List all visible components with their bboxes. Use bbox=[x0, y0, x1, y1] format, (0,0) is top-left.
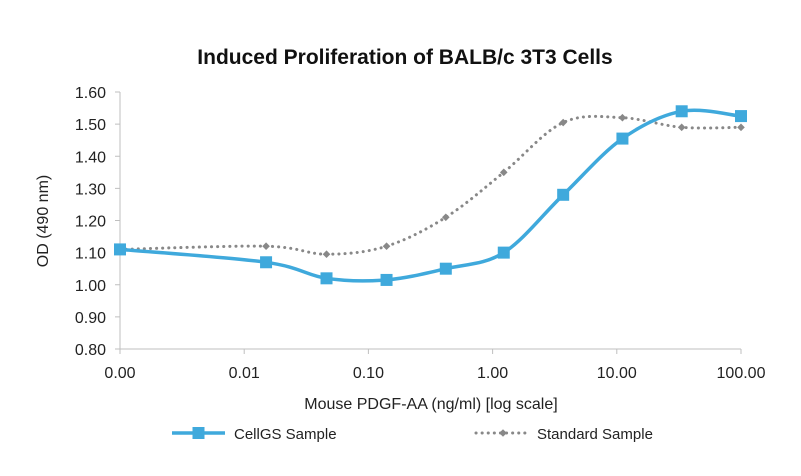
data-point bbox=[499, 168, 508, 177]
x-tick-label: 0.01 bbox=[229, 365, 260, 382]
x-tick-label: 0.10 bbox=[353, 365, 384, 382]
y-axis: 0.80 0.90 1.00 1.10 1.20 1.30 1.40 1.50 1.60 bbox=[75, 85, 121, 359]
data-point bbox=[320, 272, 333, 285]
y-axis-label: OD (490 nm) bbox=[35, 175, 52, 267]
series-standard-sample bbox=[116, 113, 745, 259]
legend-label: CellGS Sample bbox=[234, 426, 337, 443]
legend-item: Standard Sample bbox=[474, 426, 653, 443]
series-line bbox=[119, 108, 742, 283]
y-tick-label: 1.40 bbox=[75, 149, 106, 166]
y-tick-label: 1.20 bbox=[75, 214, 106, 231]
y-tick-label: 0.90 bbox=[75, 310, 106, 327]
data-point bbox=[737, 123, 745, 132]
data-point bbox=[497, 246, 510, 259]
y-tick-label: 1.60 bbox=[75, 85, 106, 102]
legend: CellGS Sample Standard Sample bbox=[172, 426, 653, 443]
legend-label: Standard Sample bbox=[537, 426, 653, 443]
chart-title: Induced Proliferation of BALB/c 3T3 Cell… bbox=[197, 46, 612, 69]
data-point bbox=[675, 105, 688, 118]
data-point bbox=[442, 213, 450, 222]
data-point bbox=[616, 132, 629, 145]
data-point bbox=[322, 250, 331, 259]
x-axis: 0.00 0.01 0.10 1.00 10.00 100.00 bbox=[104, 348, 766, 382]
y-tick-label: 1.50 bbox=[75, 117, 106, 134]
y-tick-label: 1.10 bbox=[75, 246, 106, 263]
series-layer bbox=[114, 105, 747, 286]
data-point bbox=[382, 242, 391, 250]
x-tick-label: 1.00 bbox=[477, 365, 508, 382]
y-tick-label: 1.00 bbox=[75, 278, 106, 295]
data-point bbox=[114, 243, 126, 256]
data-point bbox=[559, 118, 567, 127]
x-tick-label: 10.00 bbox=[597, 365, 637, 382]
data-point bbox=[557, 188, 570, 201]
data-point bbox=[618, 113, 627, 122]
x-tick-label: 100.00 bbox=[717, 365, 766, 382]
data-point bbox=[260, 256, 273, 269]
legend-item: CellGS Sample bbox=[172, 426, 337, 443]
data-point bbox=[677, 123, 686, 132]
legend-marker bbox=[192, 427, 205, 439]
data-point bbox=[735, 110, 747, 123]
y-tick-label: 1.30 bbox=[75, 181, 106, 198]
series-cellgs-sample bbox=[114, 105, 747, 286]
series-line bbox=[118, 114, 743, 256]
x-axis-label: Mouse PDGF-AA (ng/ml) [log scale] bbox=[304, 396, 557, 413]
data-point bbox=[439, 262, 452, 275]
data-point bbox=[380, 273, 393, 286]
legend-marker bbox=[499, 429, 507, 437]
x-tick-label: 0.00 bbox=[104, 365, 135, 382]
data-point bbox=[262, 242, 270, 250]
y-tick-label: 0.80 bbox=[75, 342, 106, 359]
